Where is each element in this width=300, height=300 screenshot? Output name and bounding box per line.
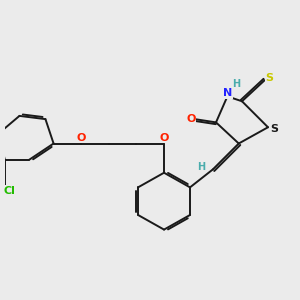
Text: H: H: [232, 79, 241, 89]
Text: H: H: [197, 162, 206, 172]
Text: N: N: [223, 88, 232, 98]
Text: S: S: [270, 124, 278, 134]
Text: O: O: [186, 114, 196, 124]
Text: O: O: [159, 133, 169, 143]
Text: S: S: [266, 73, 274, 82]
Text: O: O: [76, 133, 86, 143]
Text: Cl: Cl: [4, 186, 16, 196]
